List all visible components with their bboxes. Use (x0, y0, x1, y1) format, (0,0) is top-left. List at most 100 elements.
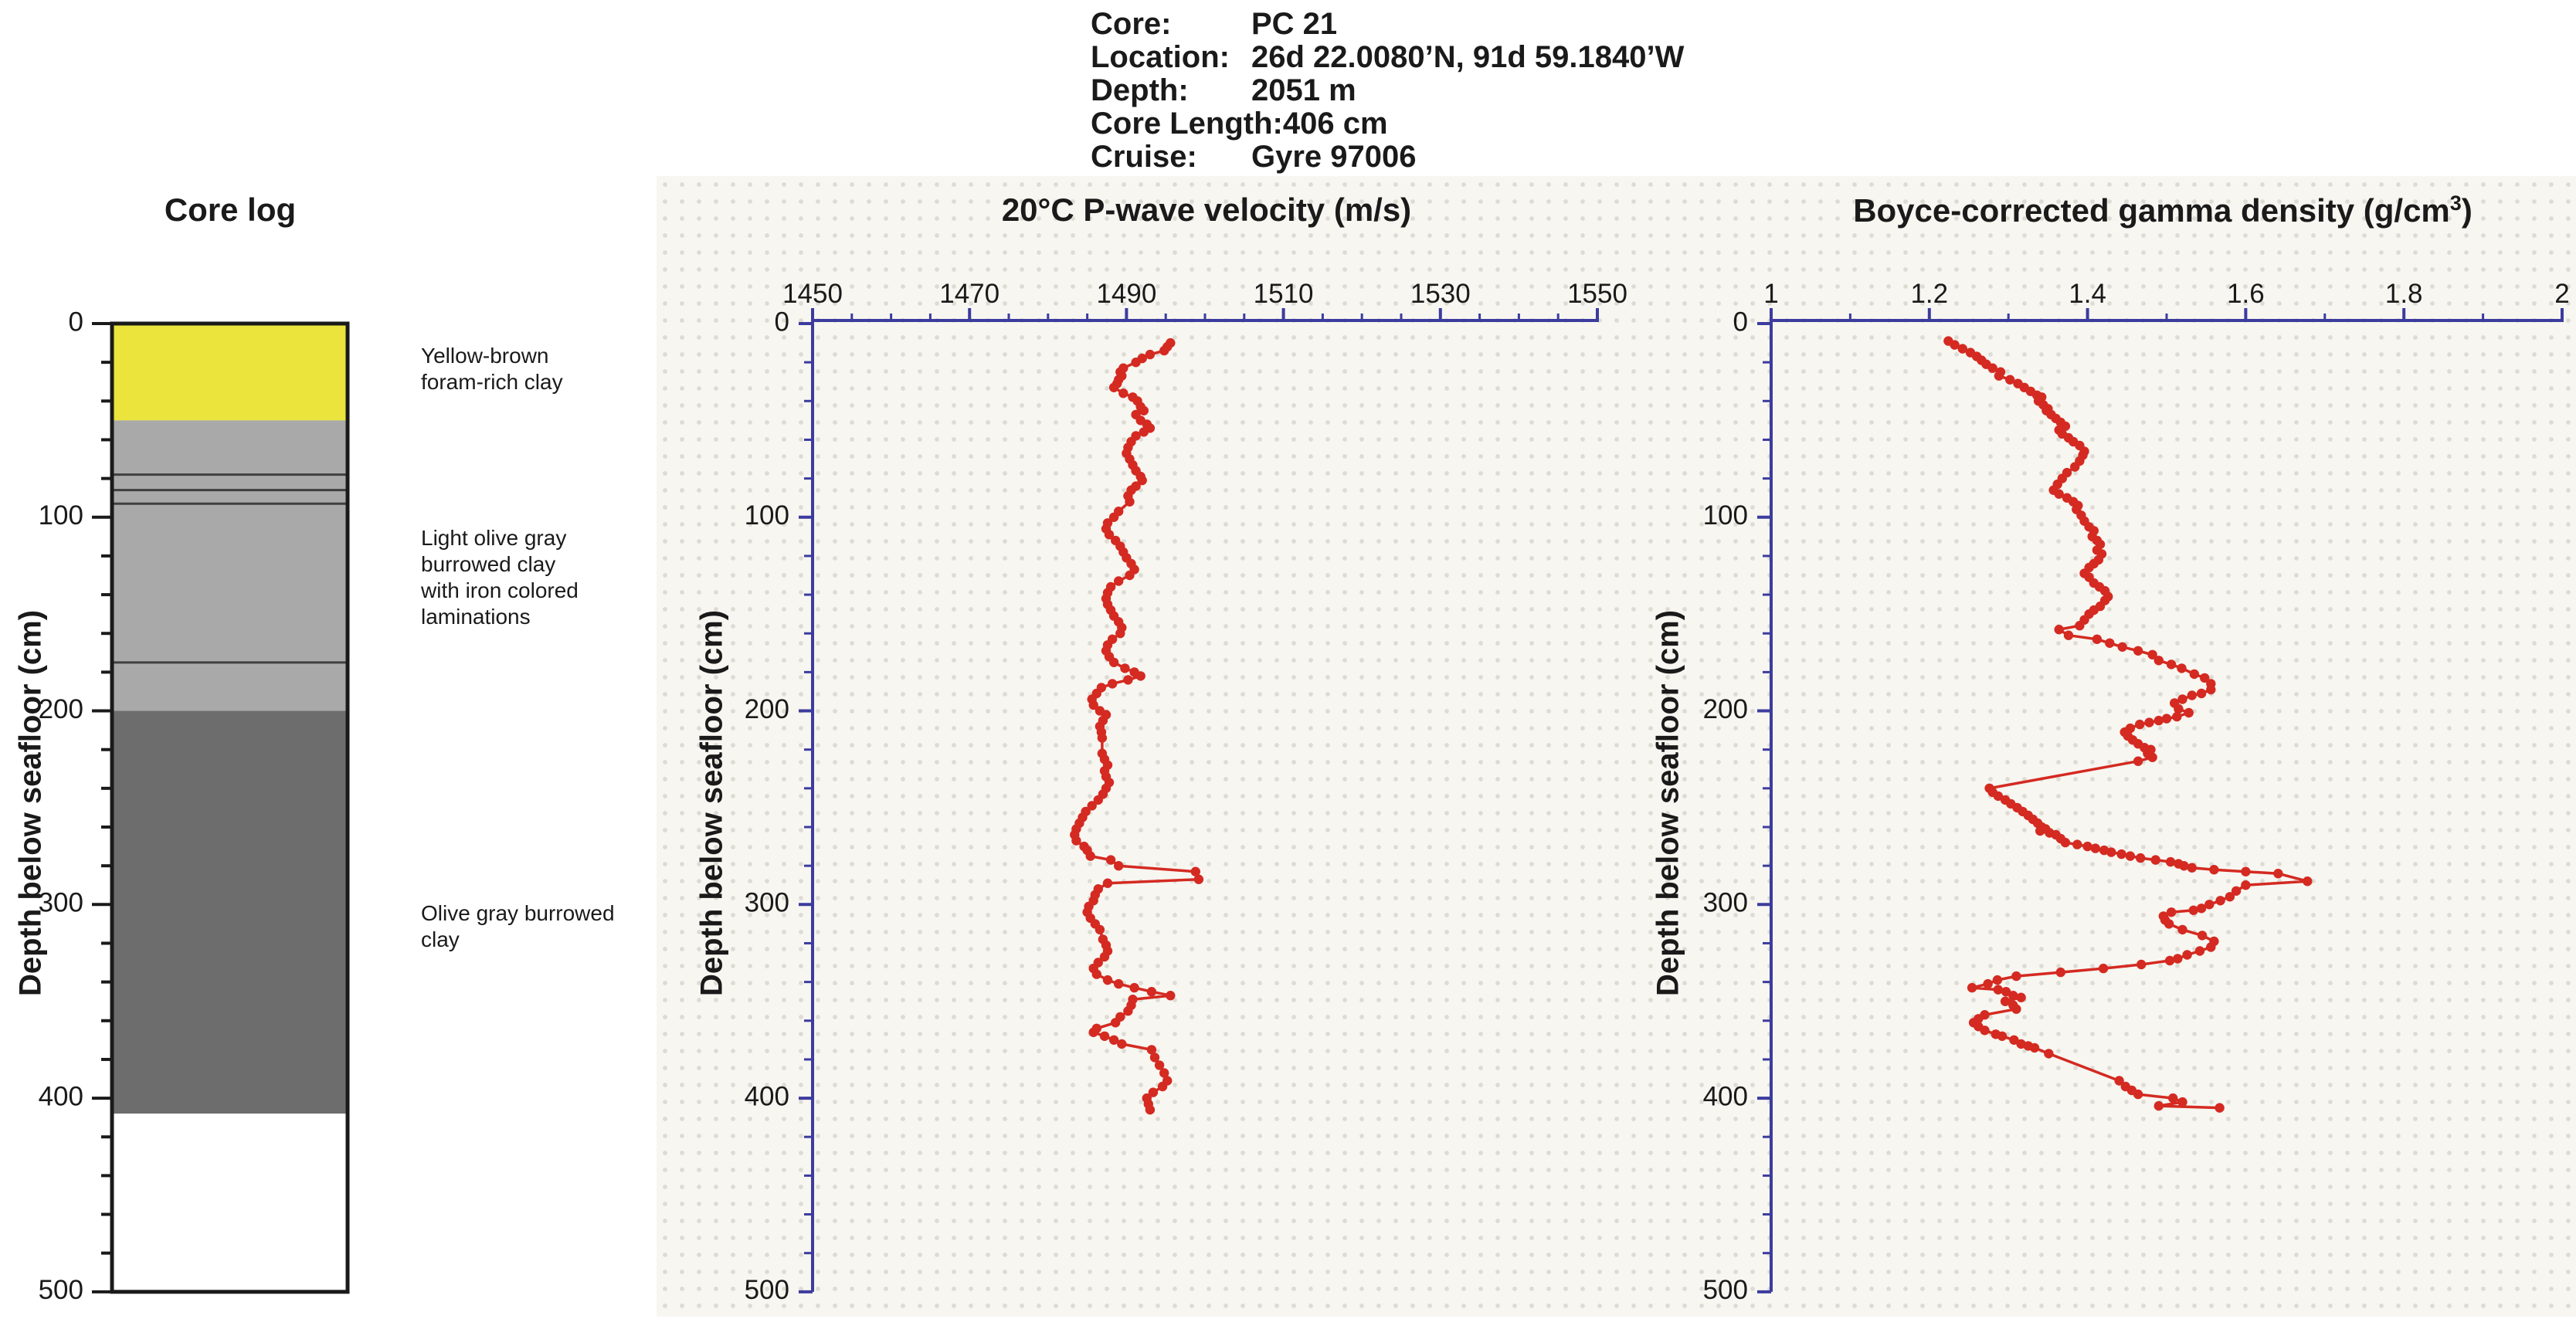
x-tick-label: 1.8 (2385, 279, 2423, 309)
data-point (1099, 1031, 1110, 1042)
data-point (1118, 388, 1128, 398)
data-point (2182, 950, 2192, 960)
data-point (2044, 1049, 2054, 1059)
data-point (1105, 855, 1116, 865)
lithology-label-line: laminations (421, 605, 531, 629)
data-point (2187, 863, 2197, 873)
data-point (2206, 942, 2216, 952)
data-point (2225, 892, 2235, 902)
data-point (2177, 1097, 2187, 1107)
metadata-label: Depth: (1091, 73, 1189, 107)
core-depth-tick-label: 0 (69, 307, 83, 337)
data-point (2125, 851, 2136, 861)
data-point (1967, 982, 1977, 993)
data-point (1193, 874, 1204, 884)
data-point (2153, 656, 2164, 666)
data-point (1114, 978, 1124, 989)
data-point (2016, 992, 2026, 1002)
data-point (2164, 955, 2175, 966)
data-point (2133, 756, 2143, 766)
depth-tick-label: 200 (1703, 694, 1748, 724)
data-point (1129, 982, 1139, 993)
data-point (2063, 630, 2074, 640)
pwave-depth-axis-label: Depth below seafloor (cm) (694, 609, 729, 997)
core-outline (110, 321, 350, 1294)
data-point (1115, 629, 1125, 639)
data-point (2070, 462, 2080, 472)
data-point (2179, 861, 2189, 871)
metadata-label: Cruise: (1091, 140, 1197, 174)
data-point (1071, 836, 1081, 846)
depth-tick-label: 0 (1733, 307, 1748, 337)
data-point (1146, 987, 1157, 997)
depth-tick-label: 100 (745, 500, 789, 531)
data-point (2273, 869, 2283, 879)
metadata-row: Location: 26d 22.0080’N, 91d 59.1840’W (1091, 41, 1684, 74)
data-point (2206, 684, 2216, 695)
core-depth-tick-label: 500 (39, 1275, 83, 1305)
depth-tick-label: 300 (1703, 888, 1748, 918)
depth-tick-label: 500 (1703, 1275, 1748, 1305)
metadata-label: Location: (1091, 40, 1230, 74)
x-tick-label: 1 (1763, 279, 1778, 309)
metadata-value: 406 cm (1282, 107, 1388, 141)
data-point (1123, 1006, 1133, 1016)
x-tick-label: 1450 (782, 279, 843, 309)
depth-tick-label: 300 (745, 888, 789, 918)
data-point (2105, 638, 2115, 648)
data-point (2184, 707, 2194, 718)
lithology-label: Olive gray burrowed clay (421, 900, 615, 953)
core-layer (112, 1114, 348, 1292)
core-depth-tick-label: 300 (39, 888, 83, 918)
x-tick-label: 1530 (1410, 279, 1471, 309)
data-point (2098, 963, 2109, 974)
data-point (2197, 931, 2208, 941)
data-point (1102, 878, 1113, 888)
data-point (1088, 1027, 1098, 1038)
data-point (1135, 671, 1145, 681)
metadata-row: Core: PC 21 (1091, 8, 1684, 41)
pwave-chart-title: 20°C P-wave velocity (m/s) (1001, 192, 1412, 228)
lithology-label-line: with iron colored (421, 578, 579, 602)
data-point (1085, 851, 1095, 861)
lithology-label: Light olive gray burrowed clay with iron c… (421, 525, 579, 630)
metadata-value: 26d 22.0080’N, 91d 59.1840’W (1251, 40, 1685, 74)
data-point (1125, 497, 1135, 507)
data-point (2075, 621, 2085, 631)
depth-tick-label: 400 (745, 1081, 789, 1111)
metadata-row: Cruise: Gyre 97006 (1091, 141, 1684, 174)
data-point (1123, 675, 1133, 685)
data-point (1997, 1031, 2008, 1042)
gamma-title-close: ) (2461, 192, 2472, 229)
data-point (1117, 1039, 1127, 1049)
data-point (2241, 866, 2251, 876)
data-point (1114, 576, 1124, 586)
lithology-label-line: burrowed clay (421, 552, 556, 576)
data-point (2136, 959, 2147, 970)
metadata-value: PC 21 (1251, 7, 1338, 41)
metadata-row: Core Length: 406 cm (1091, 107, 1684, 141)
data-point (1166, 991, 1176, 1001)
lithology-label-line: Olive gray burrowed (421, 901, 615, 925)
gamma-title-text: Boyce-corrected gamma density (g/cm (1853, 192, 2450, 229)
depth-tick-label: 100 (1703, 500, 1748, 531)
data-point (1980, 1026, 1990, 1036)
gamma-depth-axis-label: Depth below seafloor (cm) (1651, 609, 1685, 997)
data-point (1145, 1104, 1156, 1115)
x-tick-label: 1.6 (2227, 279, 2265, 309)
depth-tick-label: 500 (745, 1275, 789, 1305)
metadata-label: Core Length: (1091, 107, 1283, 141)
data-point (2133, 1089, 2143, 1100)
x-tick-label: 1470 (939, 279, 1000, 309)
data-point (2164, 919, 2174, 929)
data-point (1108, 382, 1119, 392)
data-point (2136, 853, 2146, 863)
data-point (1108, 657, 1119, 667)
data-point (2106, 847, 2116, 857)
data-point (2116, 849, 2126, 859)
metadata-label: Core: (1091, 7, 1172, 41)
data-point (2165, 856, 2176, 867)
depth-tick-label: 200 (745, 694, 789, 724)
x-tick-label: 1510 (1254, 279, 1314, 309)
